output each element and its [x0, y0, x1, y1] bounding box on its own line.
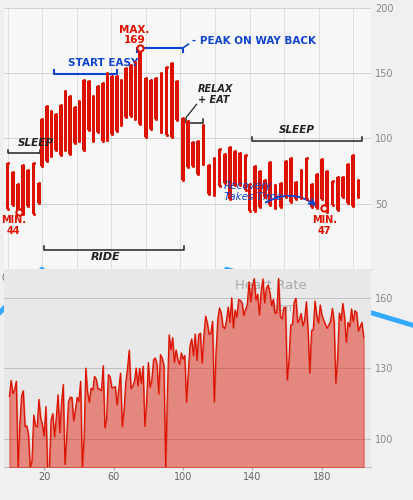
Bar	[110, 76, 114, 134]
Bar	[68, 96, 72, 154]
Bar	[124, 68, 128, 117]
Bar	[73, 106, 76, 143]
Text: SLEEP: SLEEP	[18, 138, 54, 148]
Bar	[340, 177, 344, 197]
Bar	[217, 149, 221, 186]
Bar	[40, 120, 44, 166]
Bar	[273, 186, 277, 208]
Bar	[299, 170, 302, 198]
Bar	[335, 176, 339, 210]
Bar	[96, 86, 100, 132]
Bar	[128, 64, 132, 116]
Bar	[32, 162, 35, 214]
Bar	[37, 182, 40, 204]
Bar	[314, 174, 318, 208]
Bar	[304, 158, 308, 199]
Bar	[233, 151, 236, 185]
Bar	[64, 91, 67, 150]
Bar	[26, 170, 30, 206]
Bar	[133, 62, 137, 120]
Bar	[351, 155, 354, 206]
Bar	[222, 154, 226, 182]
Bar	[238, 153, 242, 185]
Text: RELAX
+ EAT: RELAX + EAT	[197, 84, 233, 105]
Bar	[263, 180, 266, 198]
Text: START EASY: START EASY	[67, 58, 138, 68]
Bar	[191, 142, 195, 166]
Bar	[196, 141, 199, 174]
Bar	[228, 146, 231, 199]
Bar	[201, 124, 205, 164]
Bar	[78, 101, 81, 141]
Bar	[144, 78, 147, 138]
Bar	[159, 73, 163, 132]
Bar	[87, 82, 90, 130]
Bar	[212, 158, 216, 194]
Bar	[164, 67, 168, 135]
Bar	[247, 184, 251, 211]
Text: Recovery
Takes Time: Recovery Takes Time	[224, 181, 282, 202]
Bar	[185, 121, 189, 168]
Bar	[356, 180, 359, 196]
Bar	[21, 166, 25, 214]
Bar	[175, 82, 178, 120]
Bar	[115, 76, 119, 131]
Bar	[320, 159, 323, 199]
Bar	[252, 166, 256, 211]
Bar	[268, 162, 271, 205]
Bar	[138, 48, 142, 102]
Bar	[283, 160, 287, 197]
Bar	[11, 172, 14, 204]
Text: RIDE: RIDE	[90, 252, 120, 262]
Bar	[105, 72, 109, 140]
Bar	[325, 170, 328, 211]
Text: MIN.
47: MIN. 47	[311, 215, 336, 236]
Bar	[149, 80, 152, 129]
Bar	[91, 96, 95, 141]
Bar	[45, 106, 49, 161]
Bar	[50, 112, 53, 156]
Text: MAX.
169: MAX. 169	[119, 25, 149, 45]
Bar	[207, 166, 211, 194]
Bar	[154, 78, 158, 119]
Bar	[278, 182, 282, 207]
Bar	[294, 182, 297, 199]
Bar	[180, 118, 184, 180]
Bar	[101, 82, 104, 140]
Bar	[169, 63, 173, 136]
Bar	[54, 114, 58, 150]
Bar	[138, 70, 142, 124]
Bar	[6, 163, 9, 210]
Bar	[330, 180, 334, 205]
Text: - PEAK ON WAY BACK: - PEAK ON WAY BACK	[192, 36, 315, 46]
Bar	[119, 80, 123, 126]
Bar	[243, 155, 247, 190]
Text: 28 mei: 28 mei	[283, 303, 315, 312]
Bar	[309, 184, 313, 206]
Bar	[345, 164, 349, 203]
Bar	[82, 80, 86, 150]
Bar	[289, 158, 292, 202]
Text: 27 mei: 27 mei	[7, 303, 39, 312]
Text: SLEEP: SLEEP	[278, 125, 313, 135]
Text: Heart Rate: Heart Rate	[235, 279, 306, 292]
Text: MIN.
44: MIN. 44	[1, 215, 26, 236]
Bar	[257, 171, 261, 206]
Text: bpm: bpm	[271, 303, 294, 313]
Bar	[16, 184, 20, 212]
Bar	[59, 104, 62, 156]
